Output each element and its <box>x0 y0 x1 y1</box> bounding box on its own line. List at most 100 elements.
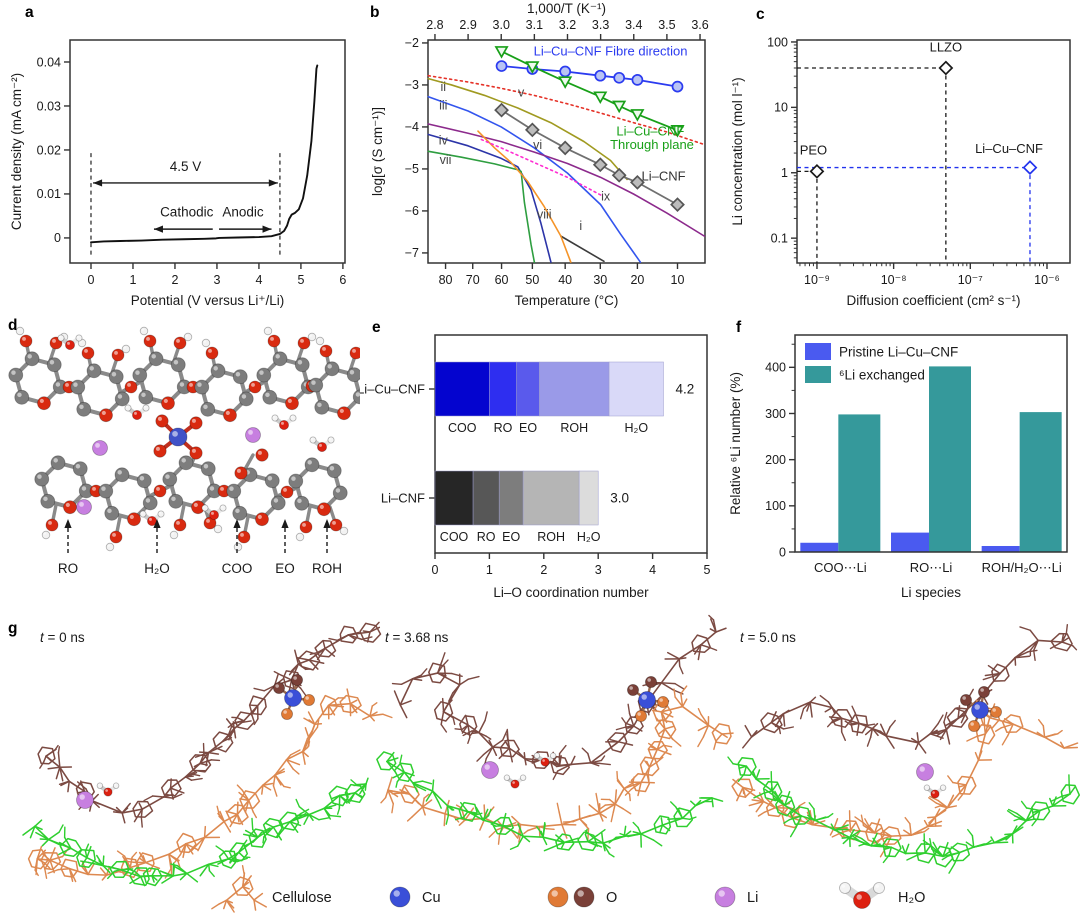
segment-label: RO <box>494 421 513 435</box>
plot-label: viii <box>537 207 552 221</box>
arrowhead <box>262 225 272 233</box>
bar-exchanged <box>929 366 971 552</box>
bar-exchanged <box>1019 412 1062 552</box>
y-tick-label: 300 <box>765 407 786 421</box>
cellulose-chain <box>380 685 734 845</box>
point-label: LLZO <box>930 39 963 54</box>
legend-label: ⁶Li exchanged <box>839 368 925 383</box>
category-label: ROH/H₂O⋯Li <box>982 560 1062 575</box>
cellulose-cu-structure <box>8 326 360 552</box>
bar-segment <box>489 361 517 417</box>
cellulose-chain <box>727 756 1080 874</box>
segment-label: RO <box>477 530 496 544</box>
category-label: COO⋯Li <box>814 560 867 575</box>
row-label: Li–CNF <box>381 491 425 506</box>
y-tick-label: 1 <box>781 166 788 180</box>
y-tick-label: −6 <box>405 204 419 218</box>
x-tick-label: 4 <box>255 273 262 287</box>
plot-label: vi <box>533 138 542 152</box>
x-tick-label: 5 <box>297 273 304 287</box>
panel-e-coordination-chart: 0 1 2 3 4 5 Li–O coordination number Li–Cu–CNF C… <box>360 334 711 600</box>
bar-segment <box>578 470 599 526</box>
plot-label: Through plane <box>610 137 694 152</box>
x-axis-title: Li species <box>901 585 961 600</box>
x-tick-label: 20 <box>630 273 644 287</box>
chart-f-root: COO⋯Li RO⋯Li ROH/H₂O⋯Li 0 100 200 300 400 Li spe… <box>728 334 1068 600</box>
plot-label: 4.5 V <box>170 159 202 174</box>
x-axis-title: Potential (V versus Li⁺/Li) <box>131 293 284 308</box>
x-tick-label: 40 <box>558 273 572 287</box>
legend-label-h2o: H₂O <box>898 890 925 906</box>
site-label: EO <box>275 561 295 576</box>
segment-label: COO <box>440 530 469 544</box>
axes: 0 1 2 3 4 5 6 0 0.01 0.02 0.03 0.04 Potential (V ver… <box>9 39 346 308</box>
site-label: H₂O <box>144 561 170 576</box>
segment-label: EO <box>519 421 537 435</box>
point-label: PEO <box>800 143 827 158</box>
axes: 0 100 200 300 400 Li species Relative ⁶Li numb… <box>728 334 1068 600</box>
y-tick-label: 0.01 <box>37 187 61 201</box>
bar-segment <box>498 470 524 526</box>
segment-label: ROH <box>537 530 565 544</box>
bar-pristine <box>891 532 929 552</box>
y-tick-label: 200 <box>765 453 786 467</box>
guide-lines <box>797 67 1031 263</box>
annotations: Li–Cu–CNF Fibre direction Li–Cu–CNFThroug… <box>439 44 694 233</box>
bar-exchanged <box>838 414 881 552</box>
row-label: Li–Cu–CNF <box>360 382 425 397</box>
y-tick-label: 100 <box>765 499 786 513</box>
top-tick-label: 2.8 <box>426 18 443 32</box>
site-label: RO <box>58 561 78 576</box>
axes: 80 70 60 50 40 30 20 10 2.8 2.9 3.0 3.1 3.2 3.3 3.4 3.5… <box>370 1 709 308</box>
top-tick-label: 3.1 <box>526 18 543 32</box>
top-tick-label: 3.2 <box>559 18 576 32</box>
top-tick-label: 3.4 <box>625 18 642 32</box>
bar-segment <box>516 361 540 417</box>
y-axis-title: Relative ⁶Li number (%) <box>728 372 743 515</box>
cu-complex <box>960 686 1003 733</box>
y-axis-title: Current density (mA cm⁻²) <box>9 73 24 230</box>
arrowhead <box>153 519 161 528</box>
x-tick-label: 10⁻⁷ <box>958 273 984 287</box>
axes: 0 1 2 3 4 5 Li–O coordination number <box>432 334 711 600</box>
md-frame-2 <box>727 624 1080 874</box>
bars <box>800 366 1062 552</box>
x-tick-label: 10⁻⁹ <box>804 273 830 287</box>
arrowhead <box>233 519 241 528</box>
top-tick-label: 3.0 <box>493 18 510 32</box>
stacked-bar-row: Li–Cu–CNF COO RO EO ROH H₂O 4.2 <box>360 361 694 435</box>
plot-label: Cathodic <box>160 204 214 219</box>
legend-swatch <box>805 366 831 383</box>
y-tick-label: −5 <box>405 162 419 176</box>
category-label: RO⋯Li <box>910 560 953 575</box>
panel-c-letter: c <box>756 6 765 23</box>
point-label: Li–Cu–CNF <box>975 141 1043 156</box>
bar-total: 3.0 <box>610 491 629 506</box>
data-series <box>494 46 685 213</box>
plot-label: ii <box>440 80 446 94</box>
y-tick-label: 0 <box>779 545 786 559</box>
top-axis-title: 1,000/T (K⁻¹) <box>527 1 606 16</box>
cellulose-chain <box>22 777 369 887</box>
x-tick-label: 80 <box>439 273 453 287</box>
panel-d-molecular-structure: RO H₂O COO EO ROH <box>8 326 360 576</box>
data-series <box>90 64 319 244</box>
plot-label: vii <box>440 153 452 167</box>
stacked-bar-row: Li–CNF COO RO EO ROH H₂O 3.0 <box>381 470 629 544</box>
panel-g-letter: g <box>8 620 18 637</box>
legend-label-cu: Cu <box>422 890 441 906</box>
cellulose-chain <box>391 614 727 781</box>
panel-f-letter: f <box>736 319 742 336</box>
legend-label-li: Li <box>747 890 758 906</box>
y-tick-label: 400 <box>765 361 786 375</box>
y-tick-label: −2 <box>405 36 419 50</box>
x-tick-label: 3 <box>595 563 602 577</box>
li-ion <box>76 791 94 809</box>
x-tick-label: 4 <box>649 563 656 577</box>
li-ion <box>916 763 934 781</box>
x-tick-label: 10 <box>671 273 685 287</box>
top-tick-label: 2.9 <box>459 18 476 32</box>
x-tick-label: 10⁻⁸ <box>881 273 907 287</box>
x-tick-label: 60 <box>495 273 509 287</box>
